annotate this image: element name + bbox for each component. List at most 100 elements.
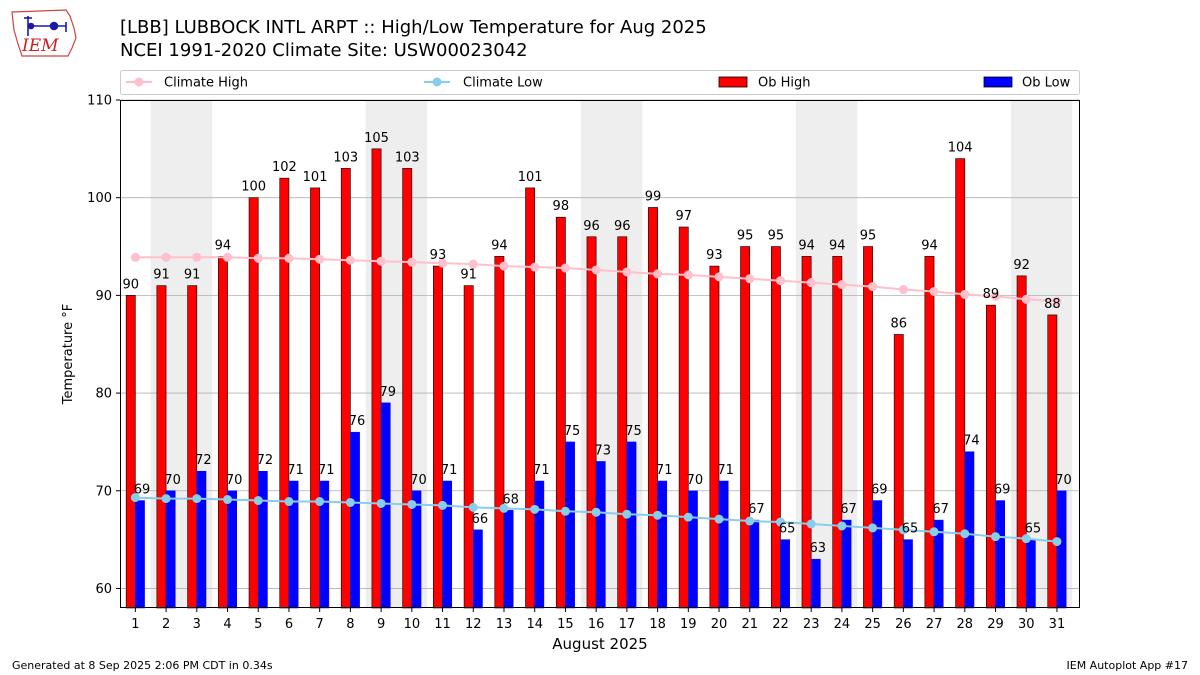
climate-high-point-21 — [745, 274, 755, 284]
weekend-bands — [150, 100, 1073, 608]
ob-high-label-24: 94 — [829, 238, 846, 253]
climate-low-point-29 — [991, 532, 1001, 542]
x-tick-label-15: 15 — [557, 617, 574, 632]
ob-low-label-28: 74 — [963, 434, 980, 449]
climate-high-point-9 — [376, 256, 386, 266]
ob-low-bar-4 — [227, 490, 237, 609]
climate-high-point-18 — [653, 269, 663, 279]
x-tick-label-19: 19 — [680, 617, 697, 632]
ob-high-bar-15 — [555, 216, 566, 609]
x-tick-label-13: 13 — [496, 617, 513, 632]
ob-high-label-6: 102 — [272, 160, 297, 175]
climate-high-point-23 — [806, 278, 816, 288]
ob-low-bar-13 — [503, 510, 514, 609]
ob-low-label-30: 65 — [1025, 522, 1042, 537]
ob-high-bar-16 — [586, 236, 597, 609]
y-tick-label-100: 100 — [87, 191, 112, 206]
ob-low-bar-25 — [872, 500, 883, 609]
ob-low-bar-23 — [810, 558, 821, 609]
legend-climate-high-label: Climate High — [164, 76, 248, 91]
climate-high-point-7 — [315, 254, 325, 264]
climate-high-point-15 — [560, 263, 570, 273]
x-tick-label-21: 21 — [741, 617, 758, 632]
ob-high-bar-17 — [617, 236, 628, 609]
climate-low-point-7 — [315, 497, 325, 507]
ob-low-label-19: 70 — [687, 473, 704, 488]
climate-high-point-20 — [714, 272, 724, 282]
ob-low-bar-16 — [595, 461, 606, 609]
climate-low-point-19 — [683, 512, 693, 522]
x-tick-label-28: 28 — [957, 617, 974, 632]
ob-low-label-14: 71 — [533, 463, 550, 478]
legend: Climate High Climate Low Ob High Ob Low — [120, 70, 1080, 95]
climate-high-point-25 — [868, 282, 878, 292]
footer-generated-text: Generated at 8 Sep 2025 2:06 PM CDT in 0… — [12, 659, 273, 672]
ob-low-label-20: 71 — [717, 463, 734, 478]
x-tick-label-18: 18 — [649, 617, 666, 632]
x-tick-label-14: 14 — [526, 617, 543, 632]
ob-high-bar-27 — [924, 256, 935, 609]
ob-high-bar-12 — [463, 285, 474, 609]
y-tick-label-80: 80 — [95, 387, 112, 402]
climate-high-point-1 — [130, 252, 140, 262]
ob-high-bar-9 — [371, 148, 382, 609]
climate-low-point-3 — [192, 494, 202, 504]
ob-high-label-30: 92 — [1013, 258, 1030, 273]
legend-climate-high-marker — [134, 77, 144, 87]
ob-high-label-11: 93 — [430, 248, 447, 263]
climate-high-point-22 — [775, 276, 785, 286]
ob-low-bar-5 — [257, 470, 268, 609]
ob-high-bar-6 — [279, 177, 290, 609]
ob-high-bar-19 — [678, 226, 689, 609]
y-axis-label: Temperature °F — [61, 304, 76, 405]
ob-high-label-18: 99 — [645, 189, 662, 204]
plot-frame — [120, 100, 1080, 608]
ob-low-bar-30 — [1025, 539, 1036, 609]
climate-high-point-29 — [991, 291, 1001, 301]
climate-low-point-9 — [376, 498, 386, 508]
ob-low-bar-2 — [165, 490, 176, 609]
ob-high-label-4: 94 — [215, 238, 232, 253]
x-tick-label-31: 31 — [1049, 617, 1066, 632]
ob-low-label-26: 65 — [902, 522, 919, 537]
ob-high-bar-22 — [770, 246, 781, 609]
climate-high-point-17 — [622, 267, 632, 277]
ob-high-label-3: 91 — [184, 268, 201, 283]
climate-high-point-10 — [407, 257, 417, 267]
climate-lines — [130, 252, 1062, 547]
ob-low-bar-3 — [196, 470, 207, 609]
legend-climate-low-label: Climate Low — [463, 76, 543, 91]
ob-low-bar-15 — [565, 441, 575, 609]
ob-high-label-26: 86 — [890, 316, 907, 331]
climate-low-point-16 — [591, 507, 601, 517]
x-tick-label-17: 17 — [619, 617, 636, 632]
x-tick-label-5: 5 — [254, 617, 262, 632]
ob-high-label-13: 94 — [491, 238, 508, 253]
ob-high-bar-1 — [125, 295, 136, 609]
x-tick-label-27: 27 — [926, 617, 943, 632]
climate-high-point-12 — [468, 259, 478, 269]
ob-high-label-21: 95 — [737, 229, 754, 244]
x-tick-label-4: 4 — [223, 617, 231, 632]
ob-high-bar-30 — [1016, 275, 1027, 609]
ob-low-label-13: 68 — [502, 492, 519, 507]
ob-low-label-27: 67 — [932, 502, 949, 517]
ob-high-label-14: 101 — [518, 170, 543, 185]
climate-high-point-5 — [253, 253, 263, 263]
climate-high-point-14 — [530, 262, 540, 272]
ob-low-bar-31 — [1056, 490, 1067, 609]
ob-low-bar-24 — [841, 519, 852, 609]
ob-high-bar-28 — [955, 158, 966, 609]
x-tick-label-2: 2 — [162, 617, 170, 632]
ob-low-label-24: 67 — [840, 502, 857, 517]
climate-high-point-28 — [960, 289, 970, 299]
ob-low-bar-18 — [657, 480, 668, 609]
climate-high-point-31 — [1052, 296, 1062, 306]
chart-title: [LBB] LUBBOCK INTL ARPT :: High/Low Temp… — [120, 17, 707, 38]
y-tick-label-90: 90 — [95, 289, 112, 304]
climate-low-point-30 — [1021, 534, 1031, 544]
x-tick-label-1: 1 — [131, 617, 139, 632]
ob-low-label-15: 75 — [564, 424, 581, 439]
ob-low-label-17: 75 — [625, 424, 642, 439]
legend-ob-high-label: Ob High — [758, 76, 811, 91]
